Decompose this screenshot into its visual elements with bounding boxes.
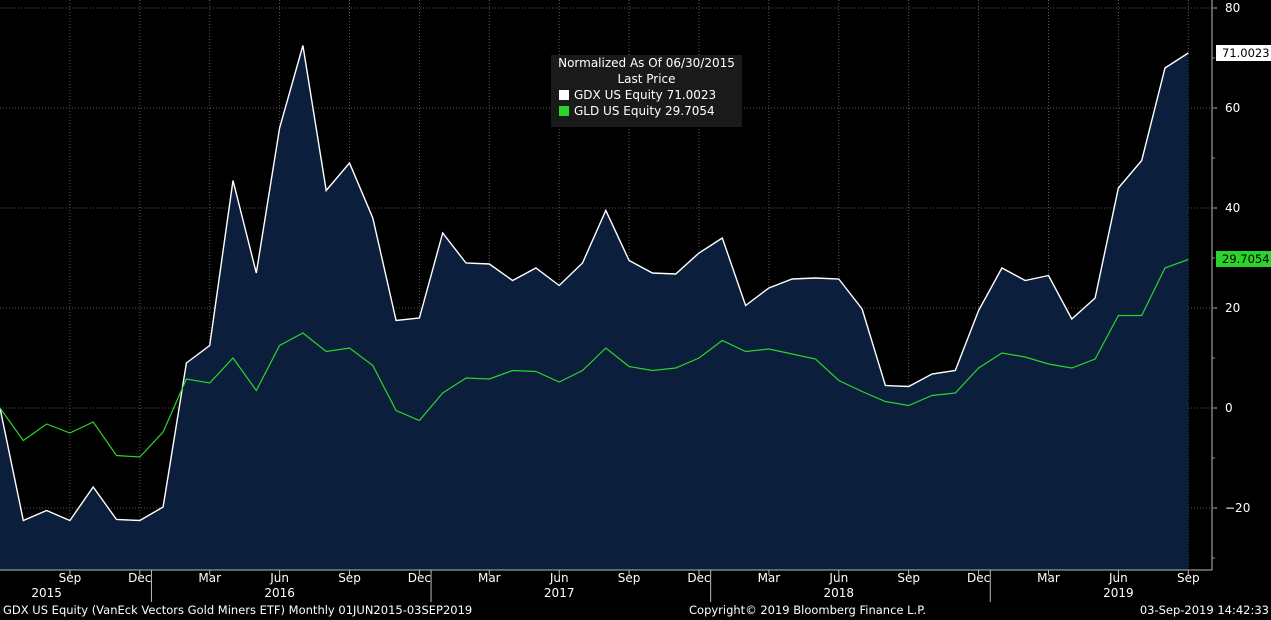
x-year-label: 2019 bbox=[1103, 586, 1134, 600]
footer-copyright: Copyright© 2019 Bloomberg Finance L.P. bbox=[689, 603, 926, 617]
legend-label-gdx: GDX US Equity bbox=[574, 88, 663, 102]
legend-title: Normalized As Of 06/30/2015 bbox=[558, 56, 735, 70]
last-value-tag-gld: 29.7054 bbox=[1216, 251, 1271, 268]
y-tick-label: 0 bbox=[1225, 401, 1233, 415]
gld-series-line bbox=[0, 258, 1189, 458]
footer-security-description: GDX US Equity (VanEck Vectors Gold Miner… bbox=[3, 603, 473, 617]
legend-subtitle: Last Price bbox=[617, 72, 676, 86]
y-tick-label: −20 bbox=[1225, 501, 1250, 515]
footer-timestamp: 03-Sep-2019 14:42:33 bbox=[1139, 603, 1269, 617]
x-tick-label: Mar bbox=[198, 571, 221, 585]
legend-swatch-gdx bbox=[559, 90, 569, 100]
x-tick-label: Sep bbox=[1177, 571, 1200, 585]
x-tick-label: Jun bbox=[828, 571, 848, 585]
y-axis: −20 0 20 40 60 80 bbox=[1212, 1, 1250, 559]
x-tick-label: Sep bbox=[618, 571, 641, 585]
legend-label-gld: GLD US Equity bbox=[574, 104, 662, 118]
x-tick-label: Mar bbox=[758, 571, 781, 585]
x-axis: Sep Dec Mar Jun Sep Dec Mar Jun Sep Dec Mar Jun Sep D… bbox=[31, 570, 1200, 602]
legend-value-gld: 29.7054 bbox=[665, 104, 715, 118]
legend-swatch-gld bbox=[559, 106, 569, 116]
legend-item-gdx: GDX US Equity 71.0023 bbox=[551, 87, 742, 103]
x-year-label: 2015 bbox=[31, 586, 62, 600]
x-tick-label: Dec bbox=[687, 571, 710, 585]
legend-item-gld: GLD US Equity 29.7054 bbox=[551, 103, 742, 119]
x-year-label: 2017 bbox=[544, 586, 575, 600]
x-tick-label: Mar bbox=[478, 571, 501, 585]
x-tick-label: Dec bbox=[967, 571, 990, 585]
x-tick-label: Mar bbox=[1037, 571, 1060, 585]
y-tick-label: 60 bbox=[1225, 101, 1240, 115]
y-tick-label: 20 bbox=[1225, 301, 1240, 315]
y-tick-label: 80 bbox=[1225, 1, 1240, 15]
x-tick-label: Sep bbox=[338, 571, 361, 585]
gdx-series-line bbox=[0, 45, 1189, 522]
legend-value-gdx: 71.0023 bbox=[666, 88, 717, 102]
legend-box: Normalized As Of 06/30/2015 Last Price G… bbox=[551, 55, 742, 127]
gdx-area-fill bbox=[0, 45, 1189, 570]
x-tick-label: Dec bbox=[128, 571, 151, 585]
x-tick-label: Dec bbox=[408, 571, 431, 585]
x-tick-label: Jun bbox=[549, 571, 569, 585]
last-value-tag-gdx: 71.0023 bbox=[1216, 44, 1271, 61]
x-year-label: 2018 bbox=[824, 586, 855, 600]
x-year-label: 2016 bbox=[264, 586, 295, 600]
x-tick-label: Jun bbox=[269, 571, 289, 585]
x-tick-label: Sep bbox=[59, 571, 82, 585]
x-tick-label: Sep bbox=[897, 571, 920, 585]
y-tick-label: 40 bbox=[1225, 201, 1240, 215]
x-tick-label: Jun bbox=[1108, 571, 1128, 585]
